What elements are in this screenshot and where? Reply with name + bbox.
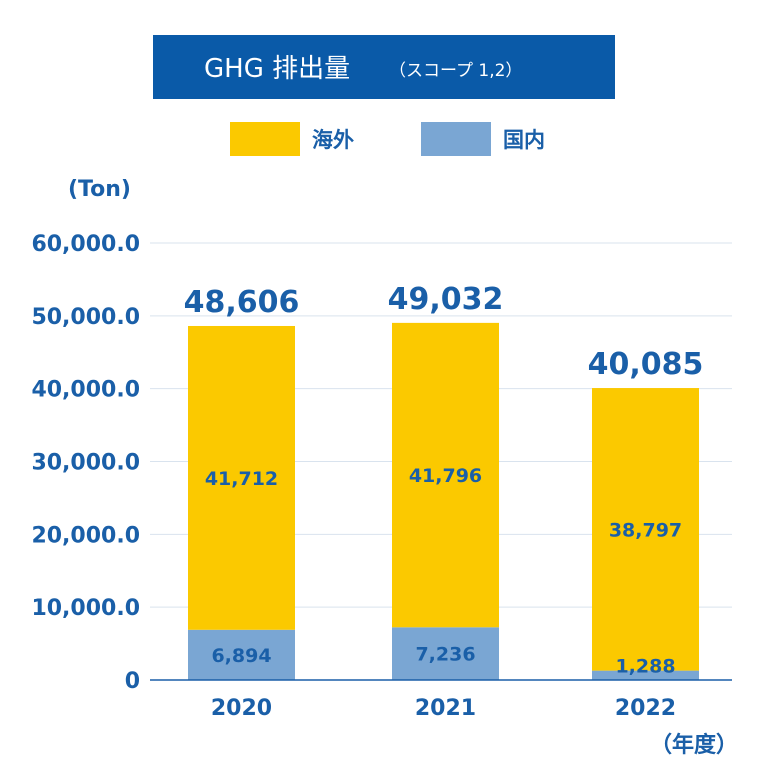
bar-domestic-2020 [188,629,295,680]
data-label-overseas-2020: 41,712 [205,468,278,490]
legend-swatch-overseas [230,122,300,156]
data-label-domestic-2021: 7,236 [415,644,475,666]
y-tick-label: 10,000.0 [31,596,140,621]
bar-overseas-2021 [392,322,499,628]
y-axis-unit: (Ton) [68,177,131,202]
bar-overseas-2022 [592,388,699,671]
bar-domestic-2022 [592,670,699,680]
data-label-domestic-2020: 6,894 [211,645,271,667]
x-axis-title: （年度） [650,732,738,758]
data-labels: 6,894 41,712 48,606 7,236 41,796 49,032 1,288 3… [184,282,704,678]
chart-title: GHG 排出量 [204,54,350,84]
total-label-2020: 48,606 [184,285,300,320]
total-label-2021: 49,032 [388,282,504,317]
total-label-2022: 40,085 [588,347,704,382]
chart-subtitle: （スコープ 1,2） [389,61,522,81]
bar-overseas-2020 [188,325,295,630]
legend-label-overseas: 海外 [312,128,354,152]
data-label-domestic-2022: 1,288 [615,656,675,678]
x-tick-label: 2022 [615,696,676,721]
y-tick-label: 0 [125,669,140,694]
data-label-overseas-2021: 41,796 [409,465,482,487]
x-tick-label: 2020 [211,696,272,721]
y-tick-label: 30,000.0 [31,451,140,476]
x-tick-labels: 2020 2021 2022 [211,696,676,721]
y-tick-label: 60,000.0 [31,232,140,257]
y-tick-labels: 0 10,000.0 20,000.0 30,000.0 40,000.0 50,000.… [31,232,140,694]
bar-domestic-2021 [392,627,499,680]
y-tick-label: 50,000.0 [31,305,140,330]
legend-label-domestic: 国内 [503,128,545,152]
y-tick-label: 40,000.0 [31,378,140,403]
y-tick-label: 20,000.0 [31,523,140,548]
data-label-overseas-2022: 38,797 [609,519,682,541]
title-banner [153,35,615,99]
legend-swatch-domestic [421,122,491,156]
bars [188,322,699,680]
x-tick-label: 2021 [415,696,476,721]
